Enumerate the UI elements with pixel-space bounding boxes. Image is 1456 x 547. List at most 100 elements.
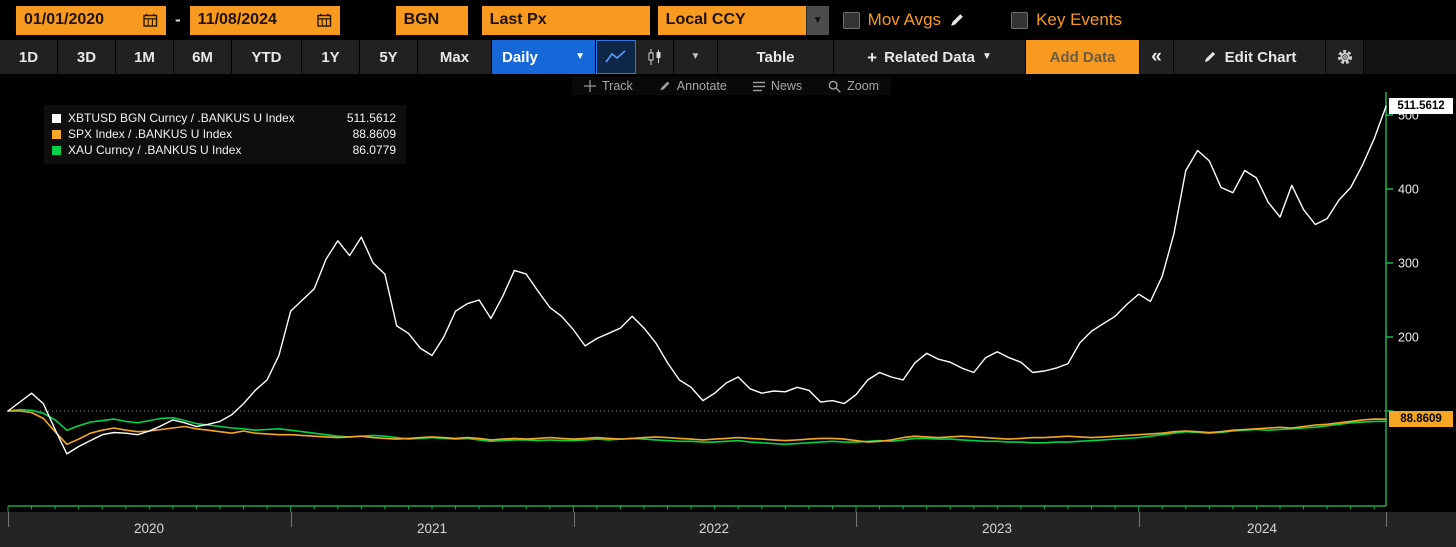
currency-field[interactable]: Local CCY bbox=[657, 5, 806, 35]
year-divider bbox=[856, 512, 857, 527]
collapse-toolbar-button[interactable]: « bbox=[1140, 40, 1174, 74]
svg-text:400: 400 bbox=[1398, 183, 1419, 197]
magnifier-icon bbox=[828, 80, 841, 93]
plus-icon: + bbox=[867, 47, 878, 67]
calendar-icon[interactable] bbox=[143, 13, 158, 27]
track-button[interactable]: Track bbox=[584, 79, 633, 93]
legend-value: 88.8609 bbox=[352, 127, 396, 141]
pencil-icon bbox=[660, 81, 670, 91]
toolbar-top: 01/01/2020 - 11/08/2024 BGN bbox=[0, 0, 1456, 40]
settings-gear-button[interactable] bbox=[1326, 40, 1364, 74]
legend-label: XBTUSD BGN Curncy / .BANKUS U Index bbox=[68, 111, 295, 125]
range-button-max[interactable]: Max bbox=[418, 40, 492, 74]
table-button[interactable]: Table bbox=[718, 40, 834, 74]
x-axis-year-label: 2022 bbox=[698, 521, 730, 536]
last-value-badge-xbtusd: 511.5612 bbox=[1389, 98, 1453, 114]
range-button-1y[interactable]: 1Y bbox=[302, 40, 360, 74]
legend-item-xau[interactable]: XAU Curncy / .BANKUS U Index 86.0779 bbox=[52, 142, 396, 158]
range-button-1m[interactable]: 1M bbox=[116, 40, 174, 74]
x-axis-year-strip: 2020 2021 2022 2023 2024 bbox=[0, 512, 1456, 547]
periodicity-dropdown[interactable]: Daily ▼ bbox=[492, 40, 596, 74]
date-to-field[interactable]: 11/08/2024 bbox=[189, 5, 340, 35]
related-data-label: Related Data bbox=[884, 48, 975, 66]
svg-text:200: 200 bbox=[1398, 331, 1419, 345]
annotate-label: Annotate bbox=[676, 79, 727, 93]
mov-avgs-toggle[interactable]: Mov Avgs bbox=[842, 10, 965, 30]
edit-chart-button[interactable]: Edit Chart bbox=[1174, 40, 1326, 74]
year-divider bbox=[8, 512, 9, 527]
date-range-separator: - bbox=[175, 10, 181, 29]
key-events-label: Key Events bbox=[1036, 10, 1123, 29]
zoom-button[interactable]: Zoom bbox=[828, 79, 879, 93]
legend-label: XAU Curncy / .BANKUS U Index bbox=[68, 143, 242, 157]
series-color-marker bbox=[52, 113, 61, 123]
pencil-icon[interactable] bbox=[949, 12, 965, 28]
series-color-marker bbox=[52, 129, 61, 139]
price-field-value: Last Px bbox=[489, 11, 547, 28]
series-color-marker bbox=[52, 145, 61, 155]
toolbar-chart-controls: 1D 3D 1M 6M YTD 1Y 5Y Max Daily ▼ ▼ bbox=[0, 40, 1456, 74]
line-chart-icon bbox=[605, 50, 626, 63]
svg-text:300: 300 bbox=[1398, 257, 1419, 271]
calendar-icon[interactable] bbox=[316, 13, 332, 27]
key-events-checkbox[interactable] bbox=[1011, 11, 1029, 29]
chevron-down-icon: ▼ bbox=[981, 51, 992, 62]
range-button-5y[interactable]: 5Y bbox=[360, 40, 418, 74]
x-axis-year-label: 2024 bbox=[1246, 521, 1278, 536]
pricing-source-value: BGN bbox=[403, 11, 440, 28]
year-divider bbox=[1139, 512, 1140, 527]
zoom-label: Zoom bbox=[847, 79, 880, 93]
chevron-down-icon: ▼ bbox=[690, 51, 701, 62]
price-field-selector[interactable]: Last Px bbox=[481, 5, 650, 35]
currency-dropdown-button[interactable]: ▼ bbox=[805, 5, 829, 35]
mov-avgs-label: Mov Avgs bbox=[867, 10, 942, 29]
news-label: News bbox=[770, 79, 803, 93]
line-chart-type-button[interactable] bbox=[596, 40, 636, 74]
add-data-button[interactable]: Add Data bbox=[1026, 40, 1140, 74]
date-from-value: 01/01/2020 bbox=[24, 11, 105, 28]
year-divider bbox=[1386, 512, 1387, 527]
legend-value: 511.5612 bbox=[346, 111, 396, 125]
pricing-source-field[interactable]: BGN bbox=[395, 5, 468, 35]
range-button-3d[interactable]: 3D bbox=[58, 40, 116, 74]
date-from-field[interactable]: 01/01/2020 bbox=[16, 5, 166, 35]
range-button-1d[interactable]: 1D bbox=[0, 40, 58, 74]
currency-value: Local CCY bbox=[665, 11, 746, 28]
news-button[interactable]: News bbox=[752, 79, 803, 93]
x-axis-year-label: 2020 bbox=[133, 521, 165, 536]
pencil-icon bbox=[1204, 51, 1215, 63]
annotate-button[interactable]: Annotate bbox=[659, 79, 727, 93]
candlestick-chart-type-button[interactable] bbox=[636, 40, 674, 74]
track-label: Track bbox=[602, 79, 633, 93]
crosshair-icon bbox=[584, 80, 596, 92]
legend-label: SPX Index / .BANKUS U Index bbox=[68, 127, 233, 141]
key-events-toggle[interactable]: Key Events bbox=[1011, 10, 1122, 30]
candlestick-icon bbox=[648, 49, 660, 65]
news-icon bbox=[752, 81, 765, 91]
related-data-button[interactable]: + Related Data ▼ bbox=[834, 40, 1026, 74]
range-button-6m[interactable]: 6M bbox=[174, 40, 232, 74]
chevron-down-icon: ▼ bbox=[575, 51, 585, 62]
legend-item-xbtusd[interactable]: XBTUSD BGN Curncy / .BANKUS U Index 511.… bbox=[52, 110, 396, 126]
chart-area[interactable]: 2020 2021 2022 2023 2024 200 300 400 500 Tr… bbox=[0, 74, 1456, 547]
x-axis-year-label: 2023 bbox=[981, 521, 1013, 536]
x-axis-year-label: 2021 bbox=[416, 521, 448, 536]
currency-selector: Local CCY ▼ bbox=[657, 5, 829, 35]
date-to-value: 11/08/2024 bbox=[197, 11, 277, 28]
range-button-ytd[interactable]: YTD bbox=[232, 40, 302, 74]
edit-chart-label: Edit Chart bbox=[1224, 48, 1297, 66]
legend-item-spx[interactable]: SPX Index / .BANKUS U Index 88.8609 bbox=[52, 126, 396, 142]
year-divider bbox=[574, 512, 575, 527]
legend-value: 86.0779 bbox=[352, 143, 396, 157]
last-value-badge-spx: 88.8609 bbox=[1389, 411, 1453, 427]
mov-avgs-checkbox[interactable] bbox=[842, 11, 860, 29]
chart-legend: XBTUSD BGN Curncy / .BANKUS U Index 511.… bbox=[44, 105, 406, 164]
gear-icon bbox=[1337, 49, 1352, 65]
chart-mini-toolbar: Track Annotate News bbox=[572, 77, 892, 95]
chevron-down-icon: ▼ bbox=[812, 14, 823, 26]
chart-type-dropdown[interactable]: ▼ bbox=[674, 40, 718, 74]
year-divider bbox=[291, 512, 292, 527]
periodicity-value: Daily bbox=[502, 48, 538, 66]
